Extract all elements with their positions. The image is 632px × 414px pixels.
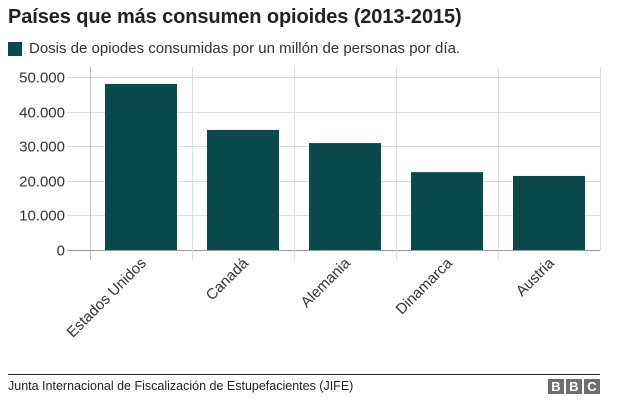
legend-label: Dosis de opiodes consumidas por un milló… (29, 40, 461, 57)
bars (105, 83, 585, 250)
bbc-logo-letter: B (566, 379, 582, 394)
y-tick-label: 20.000 (19, 174, 65, 191)
y-tick-label: 0 (57, 243, 65, 260)
bbc-logo-letter: B (548, 379, 564, 394)
legend-swatch (8, 41, 22, 56)
source-text: Junta Internacional de Fiscalización de … (8, 379, 354, 393)
bar (411, 172, 483, 250)
x-tick-label: Austria (513, 254, 558, 299)
bar (207, 129, 279, 250)
bar-chart: 0 10.000 20.000 30.000 40.000 50.000 Estados … (19, 67, 601, 341)
x-axis-ticks: Estados Unidos Canadá Alemania Dinamarca Aus… (64, 254, 559, 341)
x-tick-label: Dinamarca (393, 254, 457, 318)
bbc-logo-letter: C (584, 379, 600, 394)
bar (105, 83, 177, 250)
x-tick-label: Alemania (298, 254, 355, 311)
legend: Dosis de opiodes consumidas por un milló… (8, 40, 460, 57)
y-axis-ticks: 0 10.000 20.000 30.000 40.000 50.000 (19, 70, 65, 260)
bar (513, 175, 585, 250)
y-tick-label: 50.000 (19, 70, 65, 87)
chart-title: Países que más consumen opioides (2013-2… (8, 6, 462, 28)
y-tick-label: 10.000 (19, 208, 65, 225)
footer-divider (8, 374, 600, 375)
y-tick-label: 30.000 (19, 139, 65, 156)
bbc-logo: B B C (548, 379, 600, 394)
x-tick-label: Canadá (203, 254, 253, 304)
y-tick-label: 40.000 (19, 105, 65, 122)
x-tick-label: Estados Unidos (64, 255, 150, 341)
bar (309, 143, 381, 250)
